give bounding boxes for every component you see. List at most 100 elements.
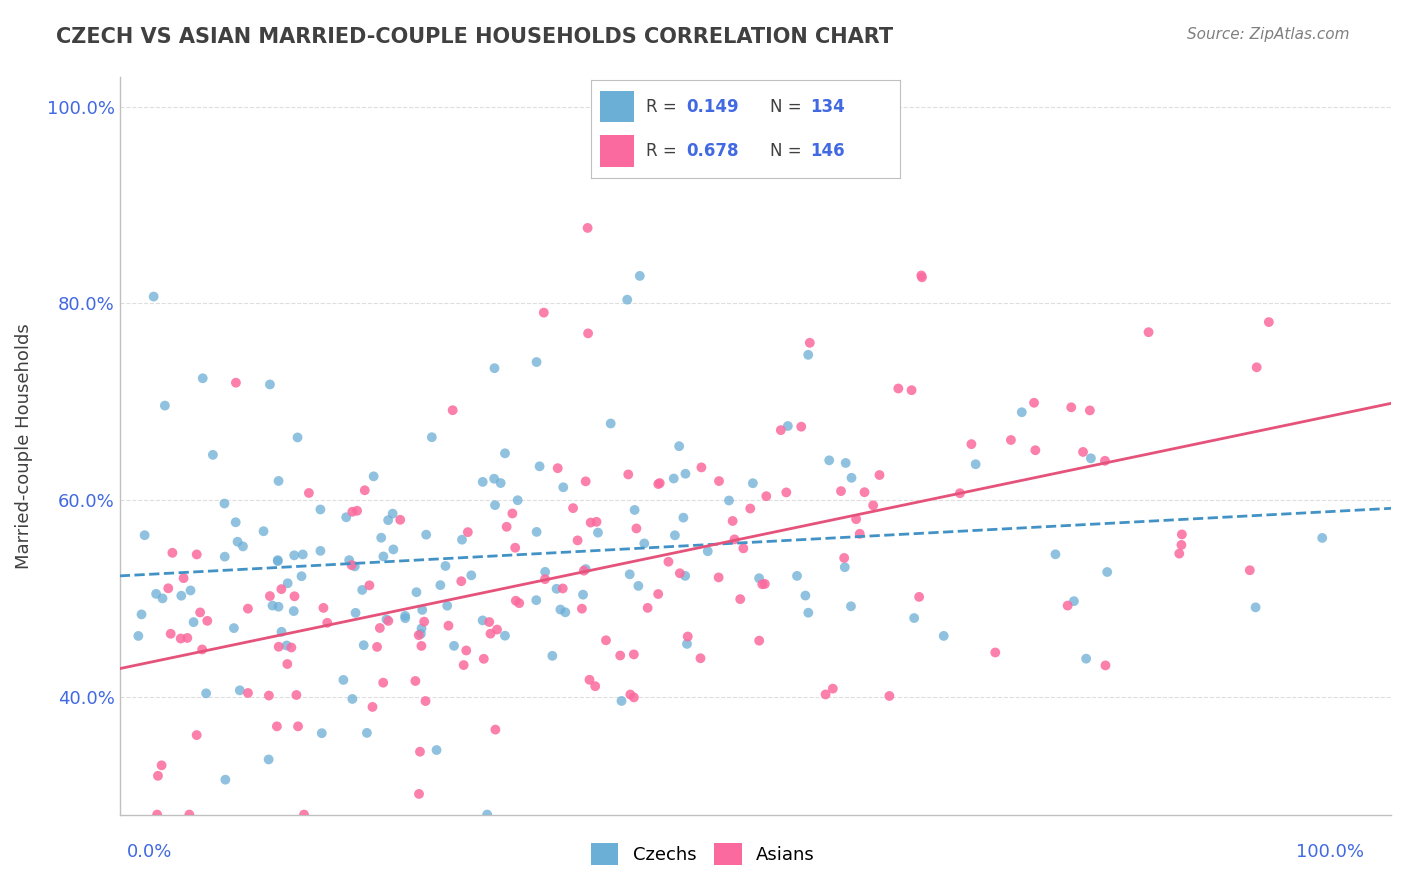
Czechs <box>344 606 367 620</box>
Czechs <box>616 293 638 307</box>
Asians <box>900 383 922 397</box>
Asians <box>472 652 495 666</box>
Asians <box>657 555 679 569</box>
Asians <box>1056 599 1078 613</box>
Czechs <box>672 510 695 524</box>
Czechs <box>332 673 354 687</box>
Czechs <box>214 549 236 564</box>
Czechs <box>586 525 609 540</box>
Czechs <box>426 743 449 757</box>
Czechs <box>965 457 987 471</box>
Asians <box>609 648 631 663</box>
Asians <box>845 512 868 526</box>
Asians <box>576 326 599 341</box>
Asians <box>361 700 384 714</box>
Asians <box>689 651 711 665</box>
Asians <box>276 657 298 671</box>
Czechs <box>675 467 697 481</box>
Asians <box>340 558 363 573</box>
Czechs <box>180 583 202 598</box>
Czechs <box>477 807 499 822</box>
Czechs <box>356 726 378 740</box>
Asians <box>479 626 502 640</box>
Asians <box>146 769 169 783</box>
Czechs <box>1244 600 1267 615</box>
Asians <box>619 688 641 702</box>
Czechs <box>1095 565 1118 579</box>
Czechs <box>668 439 690 453</box>
Asians <box>503 541 526 555</box>
Asians <box>236 686 259 700</box>
Asians <box>266 719 288 733</box>
Asians <box>562 501 585 516</box>
Text: N =: N = <box>770 142 807 160</box>
Czechs <box>662 471 685 485</box>
Asians <box>748 633 770 648</box>
Czechs <box>232 540 254 554</box>
Asians <box>346 504 368 518</box>
Czechs <box>1063 594 1085 608</box>
Czechs <box>526 524 548 539</box>
Asians <box>690 460 713 475</box>
Asians <box>173 571 195 585</box>
Asians <box>571 601 593 615</box>
Czechs <box>382 542 405 557</box>
Czechs <box>494 446 516 460</box>
Czechs <box>262 599 284 613</box>
Czechs <box>335 510 357 524</box>
Legend: Czechs, Asians: Czechs, Asians <box>582 834 824 874</box>
Czechs <box>142 289 165 303</box>
Czechs <box>252 524 274 539</box>
Asians <box>740 501 762 516</box>
Asians <box>1000 433 1022 447</box>
Asians <box>457 525 479 540</box>
Czechs <box>415 527 437 541</box>
Asians <box>754 577 776 591</box>
Asians <box>669 566 692 581</box>
Asians <box>170 632 193 646</box>
Czechs <box>420 430 443 444</box>
Asians <box>495 520 517 534</box>
Asians <box>572 564 595 578</box>
Asians <box>1168 547 1191 561</box>
Asians <box>373 675 395 690</box>
Text: 100.0%: 100.0% <box>1296 843 1364 861</box>
Czechs <box>429 578 451 592</box>
Czechs <box>153 399 176 413</box>
Asians <box>287 719 309 733</box>
Czechs <box>291 548 314 562</box>
Asians <box>195 614 218 628</box>
Czechs <box>834 456 856 470</box>
Asians <box>585 515 607 529</box>
Asians <box>595 633 617 648</box>
Text: 0.149: 0.149 <box>686 98 740 116</box>
Asians <box>267 640 290 654</box>
Text: R =: R = <box>647 142 682 160</box>
Czechs <box>214 772 236 787</box>
Text: 134: 134 <box>810 98 845 116</box>
Czechs <box>191 371 214 385</box>
Czechs <box>717 493 740 508</box>
Asians <box>157 582 180 596</box>
Czechs <box>201 448 224 462</box>
Czechs <box>484 361 506 376</box>
Czechs <box>226 534 249 549</box>
Asians <box>1024 443 1046 458</box>
Czechs <box>903 611 925 625</box>
Czechs <box>524 593 547 607</box>
Asians <box>408 628 430 642</box>
Czechs <box>506 493 529 508</box>
Czechs <box>394 608 416 623</box>
Czechs <box>267 554 290 568</box>
Czechs <box>797 606 820 620</box>
Czechs <box>610 694 633 708</box>
Asians <box>188 606 211 620</box>
Czechs <box>794 589 817 603</box>
Czechs <box>575 562 598 576</box>
Czechs <box>1076 651 1098 665</box>
Asians <box>617 467 640 482</box>
Czechs <box>436 599 458 613</box>
Czechs <box>572 588 595 602</box>
Czechs <box>434 559 457 574</box>
Asians <box>723 533 745 547</box>
